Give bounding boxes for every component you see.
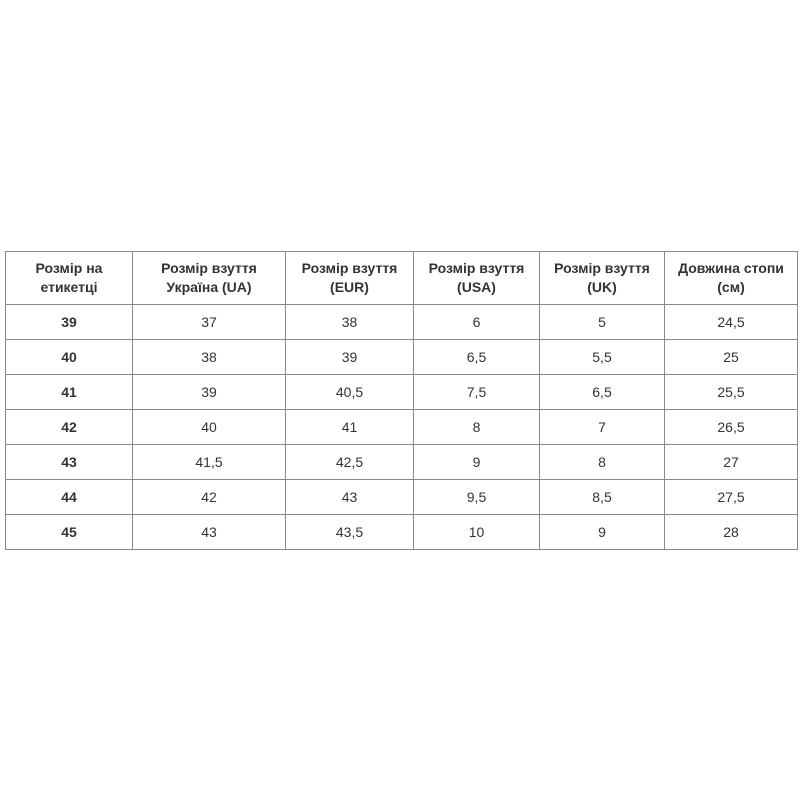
column-header: Довжина стопи (см) xyxy=(664,251,798,305)
table-cell: 39 xyxy=(5,304,133,340)
table-cell: 40 xyxy=(5,339,133,375)
table-cell: 24,5 xyxy=(664,304,798,340)
table-cell: 9 xyxy=(413,444,540,480)
table-row: 45 43 43,5 10 9 28 xyxy=(5,514,798,550)
table-cell: 43 xyxy=(5,444,133,480)
table-cell: 45 xyxy=(5,514,133,550)
table-cell: 42,5 xyxy=(285,444,414,480)
table-cell: 43,5 xyxy=(285,514,414,550)
table-cell: 42 xyxy=(132,479,286,515)
table-cell: 10 xyxy=(413,514,540,550)
table-cell: 25,5 xyxy=(664,374,798,410)
table-cell: 44 xyxy=(5,479,133,515)
table-cell: 26,5 xyxy=(664,409,798,445)
table-cell: 27,5 xyxy=(664,479,798,515)
table-row: 43 41,5 42,5 9 8 27 xyxy=(5,444,798,480)
table-cell: 6,5 xyxy=(539,374,665,410)
table-cell: 40,5 xyxy=(285,374,414,410)
table-cell: 7,5 xyxy=(413,374,540,410)
table-cell: 7 xyxy=(539,409,665,445)
table-row: 41 39 40,5 7,5 6,5 25,5 xyxy=(5,374,798,410)
table-cell: 40 xyxy=(132,409,286,445)
table-cell: 37 xyxy=(132,304,286,340)
table-cell: 8 xyxy=(413,409,540,445)
column-header: Розмір взуття Україна (UA) xyxy=(132,251,286,305)
table-cell: 39 xyxy=(285,339,414,375)
table-row: 42 40 41 8 7 26,5 xyxy=(5,409,798,445)
table-cell: 42 xyxy=(5,409,133,445)
table-cell: 5 xyxy=(539,304,665,340)
table-row: 39 37 38 6 5 24,5 xyxy=(5,304,798,340)
table-row: 40 38 39 6,5 5,5 25 xyxy=(5,339,798,375)
table-cell: 43 xyxy=(285,479,414,515)
size-chart-table: Розмір на етикетці Розмір взуття Україна … xyxy=(5,251,798,550)
column-header: Розмір взуття (EUR) xyxy=(285,251,414,305)
table-cell: 6,5 xyxy=(413,339,540,375)
table-cell: 8 xyxy=(539,444,665,480)
table-cell: 28 xyxy=(664,514,798,550)
table-cell: 9 xyxy=(539,514,665,550)
column-header: Розмір взуття (USA) xyxy=(413,251,540,305)
table-cell: 5,5 xyxy=(539,339,665,375)
column-header: Розмір взуття (UK) xyxy=(539,251,665,305)
table-cell: 39 xyxy=(132,374,286,410)
table-cell: 9,5 xyxy=(413,479,540,515)
table-cell: 41 xyxy=(5,374,133,410)
table-cell: 41 xyxy=(285,409,414,445)
table-row: 44 42 43 9,5 8,5 27,5 xyxy=(5,479,798,515)
table-cell: 38 xyxy=(132,339,286,375)
table-cell: 8,5 xyxy=(539,479,665,515)
table-cell: 38 xyxy=(285,304,414,340)
table-cell: 43 xyxy=(132,514,286,550)
table-cell: 27 xyxy=(664,444,798,480)
column-header: Розмір на етикетці xyxy=(5,251,133,305)
table-cell: 41,5 xyxy=(132,444,286,480)
table-cell: 6 xyxy=(413,304,540,340)
table-cell: 25 xyxy=(664,339,798,375)
header-row: Розмір на етикетці Розмір взуття Україна … xyxy=(5,251,798,305)
